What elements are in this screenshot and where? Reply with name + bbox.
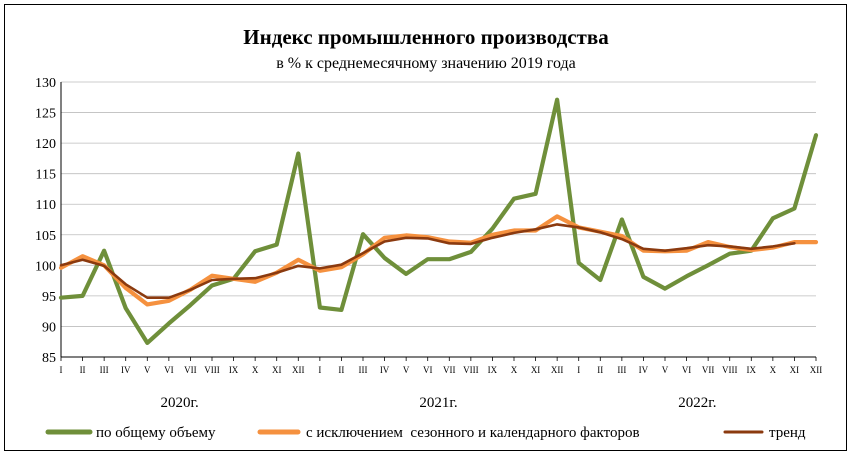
year-label: 2020г.	[161, 395, 199, 411]
x-tick-label: VII	[443, 365, 456, 375]
y-tick-label: 100	[35, 259, 56, 274]
series-line-1	[58, 97, 819, 345]
x-tick-label: VII	[184, 365, 197, 375]
x-tick-label: IX	[229, 365, 239, 375]
x-tick-label: VI	[164, 365, 174, 375]
x-tick-label: I	[60, 365, 63, 375]
x-tick-label: IV	[121, 365, 131, 375]
y-tick-label: 130	[35, 76, 56, 91]
x-tick-label: IV	[380, 365, 390, 375]
y-tick-label: 110	[36, 198, 56, 213]
x-tick-label: VIII	[463, 365, 479, 375]
series-lines	[58, 97, 819, 345]
x-tick-label: XI	[790, 365, 800, 375]
chart-frame	[4, 4, 847, 451]
legend-label-2: с исключением сезонного и календарного ф…	[306, 425, 640, 441]
x-tick-label: III	[359, 365, 368, 375]
y-tick-label: 115	[36, 168, 56, 183]
x-tick-label: II	[338, 365, 344, 375]
x-tick-label: XI	[272, 365, 282, 375]
x-tick-label: XII	[551, 365, 564, 375]
x-tick-label: IX	[747, 365, 757, 375]
x-tick-label: X	[770, 365, 777, 375]
x-tick-label: IX	[488, 365, 498, 375]
x-tick-label: II	[597, 365, 603, 375]
x-tick-label: I	[318, 365, 321, 375]
x-tick-label: XII	[810, 365, 823, 375]
y-tick-label: 105	[35, 229, 56, 244]
x-tick-label: VII	[702, 365, 715, 375]
x-tick-label: V	[403, 365, 410, 375]
x-tick-label: III	[100, 365, 109, 375]
x-tick-label: VIII	[204, 365, 220, 375]
x-tick-label: V	[662, 365, 669, 375]
x-tick-label: X	[511, 365, 518, 375]
x-tick-label: VIII	[722, 365, 738, 375]
x-tick-label: X	[252, 365, 259, 375]
legend-label-1: по общему объему	[96, 425, 216, 441]
chart-subtitle: в % к среднемесячному значению 2019 года	[276, 55, 575, 72]
y-tick-label: 125	[35, 107, 56, 122]
x-tick-label: VI	[423, 365, 433, 375]
x-tick-label: XI	[531, 365, 541, 375]
series-line-3	[59, 223, 796, 300]
x-tick-label: III	[617, 365, 626, 375]
legend: по общему объему с исключением сезонного …	[45, 425, 806, 441]
gridlines	[61, 81, 816, 358]
legend-label-3: тренд	[769, 425, 806, 441]
y-tick-label: 95	[42, 290, 56, 305]
x-tick-label: V	[144, 365, 151, 375]
x-tick-label: II	[80, 365, 86, 375]
x-tick-label: XII	[292, 365, 305, 375]
x-tick-label: IV	[639, 365, 649, 375]
year-label: 2021г.	[419, 395, 457, 411]
x-tick-label: VI	[682, 365, 692, 375]
y-tick-label: 90	[42, 320, 56, 335]
y-tick-label: 85	[42, 351, 56, 366]
chart-title: Индекс промышленного производства	[243, 25, 609, 49]
y-tick-label: 120	[35, 137, 56, 152]
year-label: 2022г.	[678, 395, 716, 411]
x-tick-label: I	[577, 365, 580, 375]
